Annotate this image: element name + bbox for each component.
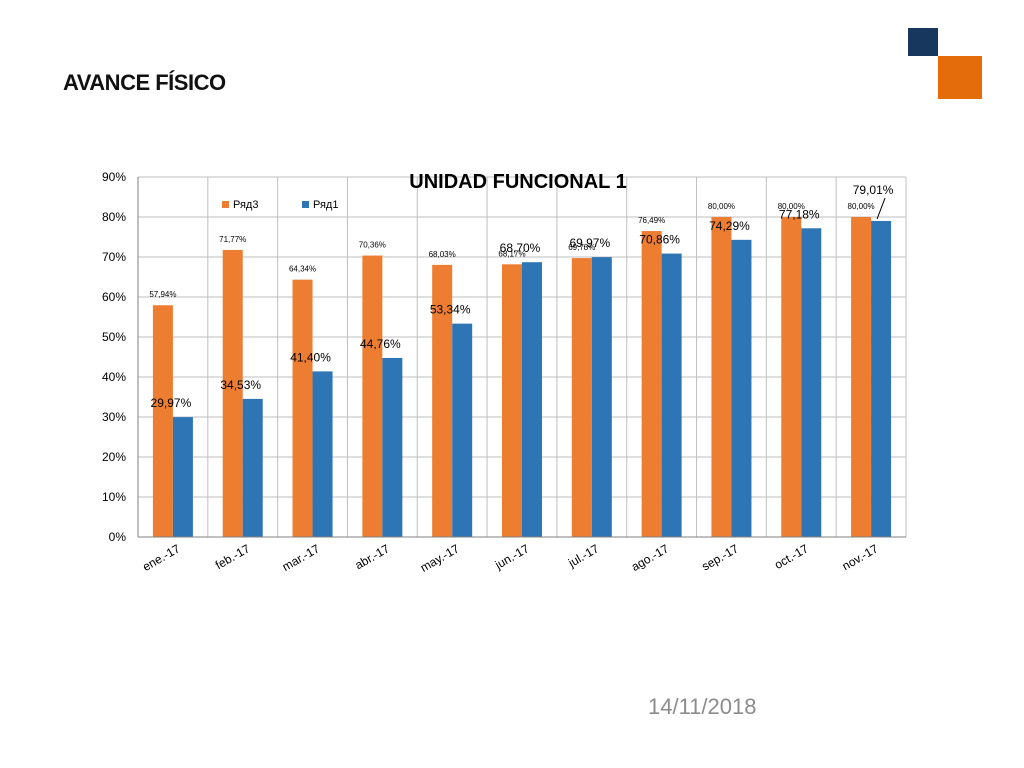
leader-line: [876, 197, 886, 220]
bar-series-2-oct.-17: [801, 228, 822, 537]
x-tick-label: ene.-17: [140, 541, 183, 574]
x-tick-label: ago.-17: [629, 541, 672, 574]
data-label-series-2: 53,34%: [430, 303, 471, 317]
y-tick-label: 40%: [102, 370, 126, 384]
y-tick-label: 90%: [102, 170, 126, 184]
decorative-square-dark: [908, 28, 938, 56]
bar-series-1-jun.-17: [502, 264, 522, 537]
x-tick-label: abr.-17: [353, 541, 393, 572]
bar-series-2-sep.-17: [731, 239, 752, 537]
y-tick-label: 20%: [102, 450, 126, 464]
bar-series-2-jul.-17: [591, 257, 612, 537]
data-label-series-1: 69,73%: [568, 243, 595, 252]
data-label-series-2: 41,40%: [290, 350, 331, 364]
data-label-series-1: 64,34%: [289, 265, 316, 274]
bar-series-1-ago.-17: [641, 231, 662, 538]
legend-label-series-2: Ряд1: [313, 199, 338, 211]
x-tick-label: oct.-17: [772, 541, 811, 572]
y-tick-label: 0%: [109, 530, 127, 544]
x-tick-label: sep.-17: [699, 541, 741, 573]
bar-series-1-nov.-17: [851, 217, 872, 537]
data-label-series-1: 70,36%: [359, 241, 386, 250]
data-label-series-2: 70,86%: [639, 233, 680, 247]
data-label-series-1: 80,00%: [848, 202, 875, 211]
x-tick-label: jun.-17: [492, 541, 532, 572]
data-label-series-1: 76,49%: [638, 216, 665, 225]
legend-swatch-series-1: [222, 201, 229, 208]
x-tick-label: may.-17: [418, 541, 462, 575]
y-tick-label: 60%: [102, 290, 126, 304]
bar-series-1-may.-17: [432, 264, 453, 537]
chart-title: UNIDAD FUNCIONAL 1: [409, 171, 626, 193]
legend-label-series-1: Ряд3: [233, 199, 258, 211]
decorative-square-orange: [938, 56, 982, 99]
data-label-series-2: 77,18%: [779, 207, 820, 221]
bar-series-2-ago.-17: [661, 253, 682, 537]
data-label-series-1: 68,17%: [498, 249, 525, 258]
bar-series-2-feb.-17: [242, 398, 263, 537]
data-label-series-2: 29,97%: [151, 396, 192, 410]
y-tick-label: 80%: [102, 210, 126, 224]
data-label-series-2: 68,70%: [500, 241, 541, 255]
data-label-series-2: 74,29%: [709, 219, 750, 233]
data-label-series-1: 80,00%: [778, 202, 805, 211]
bar-series-2-mar.-17: [312, 371, 333, 537]
bar-series-1-jul.-17: [571, 258, 592, 537]
slide-date: 14/11/2018: [648, 694, 757, 719]
slide-title: AVANCE FÍSICO: [63, 70, 226, 95]
y-tick-label: 10%: [102, 490, 126, 504]
bar-series-1-mar.-17: [292, 279, 313, 537]
x-tick-label: mar.-17: [280, 541, 323, 574]
bar-series-2-abr.-17: [382, 357, 403, 537]
y-tick-label: 30%: [102, 410, 126, 424]
data-label-series-1: 57,94%: [149, 290, 176, 299]
legend-swatch-series-2: [302, 201, 309, 208]
bar-series-2-ene.-17: [172, 417, 193, 537]
data-label-series-1: 80,00%: [708, 202, 735, 211]
bar-series-1-abr.-17: [362, 255, 383, 537]
x-tick-label: feb.-17: [213, 541, 253, 572]
data-label-series-2: 79,01%: [853, 183, 894, 197]
y-tick-label: 70%: [102, 250, 126, 264]
bar-series-1-ene.-17: [152, 305, 173, 537]
data-label-series-1: 71,77%: [219, 235, 246, 244]
y-tick-label: 50%: [102, 330, 126, 344]
bar-series-1-feb.-17: [222, 249, 243, 538]
x-tick-label: jul.-17: [565, 541, 601, 570]
data-label-series-2: 44,76%: [360, 337, 401, 351]
bar-series-2-nov.-17: [871, 220, 892, 537]
x-tick-label: nov.-17: [840, 541, 881, 573]
bar-series-2-jun.-17: [522, 262, 542, 537]
chart-legend: Ряд3 Ряд1: [222, 199, 338, 211]
data-label-series-2: 34,53%: [220, 378, 261, 392]
bar-series-2-may.-17: [452, 323, 473, 537]
labels-layer: 57,94% 29,97% 71,77% 34,53% 64,34% 41,40% 70,3…: [149, 183, 893, 410]
data-label-series-2: 69,97%: [569, 236, 610, 250]
bars-layer: [152, 217, 892, 538]
bar-series-1-oct.-17: [781, 217, 802, 537]
bar-series-1-sep.-17: [711, 217, 732, 537]
data-label-series-1: 68,03%: [429, 250, 456, 259]
